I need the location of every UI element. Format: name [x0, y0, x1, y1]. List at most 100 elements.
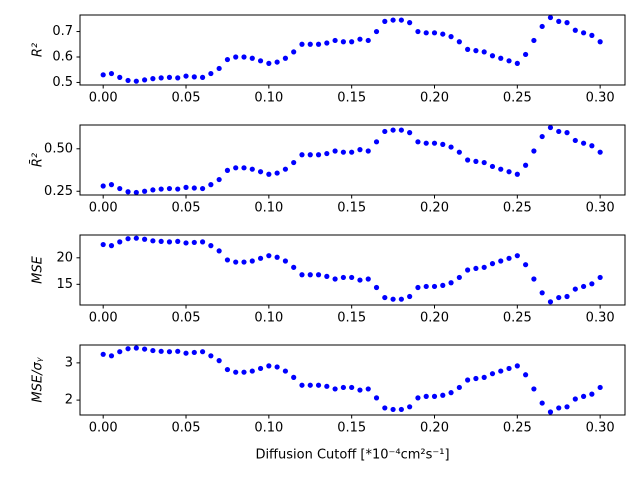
point [498, 166, 504, 172]
point [398, 406, 404, 413]
point [108, 70, 115, 77]
point [597, 39, 603, 45]
point [282, 368, 289, 374]
x-tick-label: 0.15 [337, 311, 366, 326]
point [498, 55, 504, 61]
point [150, 187, 156, 193]
point [340, 274, 346, 281]
point [415, 139, 421, 145]
point [241, 369, 247, 375]
x-tick-label: 0.00 [89, 311, 118, 326]
point [199, 239, 206, 245]
point [423, 30, 429, 36]
y-axis-label: R̄² [30, 153, 45, 167]
point [208, 70, 214, 77]
point [133, 189, 139, 196]
point [423, 283, 429, 290]
point [133, 78, 139, 84]
point [382, 405, 388, 411]
point [489, 371, 496, 377]
point [100, 72, 106, 78]
point [349, 274, 355, 281]
point [572, 286, 578, 292]
point [382, 128, 388, 135]
point [349, 384, 355, 391]
point [249, 368, 255, 374]
point [456, 39, 462, 45]
point [108, 353, 115, 359]
point [564, 20, 570, 26]
point [564, 130, 570, 136]
point [340, 384, 346, 391]
point [498, 368, 504, 374]
point [448, 34, 454, 40]
point [249, 258, 255, 264]
point [142, 346, 148, 352]
point [125, 236, 131, 242]
point [556, 18, 562, 24]
point [589, 281, 595, 287]
point [531, 276, 537, 282]
point [266, 60, 272, 66]
point [407, 130, 413, 136]
x-tick-label: 0.15 [337, 421, 366, 436]
point [440, 282, 446, 288]
point [117, 349, 123, 355]
point [448, 144, 454, 150]
point [183, 184, 189, 190]
point [465, 267, 471, 273]
point [572, 27, 578, 33]
point [175, 238, 181, 244]
y-tick-label: 0.5 [52, 75, 73, 90]
x-tick-label: 0.00 [89, 201, 118, 216]
point [166, 349, 173, 355]
point [274, 364, 280, 370]
point [257, 58, 264, 64]
point [423, 393, 429, 399]
y-tick-label: 15 [56, 277, 73, 292]
point [291, 264, 297, 270]
point [382, 18, 388, 24]
y-tick-label: 2 [65, 393, 73, 408]
point [175, 186, 181, 192]
point [299, 41, 305, 47]
point [166, 185, 173, 192]
point [158, 75, 164, 81]
point [365, 37, 371, 44]
point [166, 239, 173, 245]
point [117, 74, 123, 80]
point [266, 171, 272, 177]
x-tick-label: 0.00 [89, 91, 118, 106]
point [481, 264, 487, 270]
x-tick-label: 0.15 [337, 201, 366, 216]
point [299, 152, 305, 158]
point [208, 353, 214, 359]
x-axis-label: Diffusion Cutoff [*10⁻⁴cm²s⁻¹] [255, 448, 449, 463]
y-axis-label: MSE/σᵧ [31, 356, 46, 402]
x-tick-label: 0.30 [586, 91, 615, 106]
point [274, 59, 280, 65]
point [224, 56, 231, 63]
axes-frame [79, 234, 626, 306]
point [448, 390, 454, 396]
point [175, 75, 181, 81]
y-tick-label: 0.7 [52, 24, 73, 39]
point [431, 140, 438, 146]
point [448, 280, 454, 286]
point [564, 404, 570, 410]
point [224, 366, 231, 373]
subplot: 0.00 0.05 0.10 0.15 0.20 0.25 0.30 0.25 0.50R̄² [30, 124, 626, 216]
point [233, 54, 239, 60]
x-tick-label: 0.25 [503, 91, 532, 106]
point [357, 147, 363, 153]
point [564, 293, 570, 300]
point [266, 363, 272, 369]
point [556, 294, 562, 301]
point [523, 51, 529, 58]
point [233, 369, 239, 375]
point [506, 58, 512, 64]
x-tick-label: 0.25 [503, 201, 532, 216]
x-tick-label: 0.10 [254, 421, 283, 436]
point [365, 386, 371, 392]
point [324, 40, 330, 46]
